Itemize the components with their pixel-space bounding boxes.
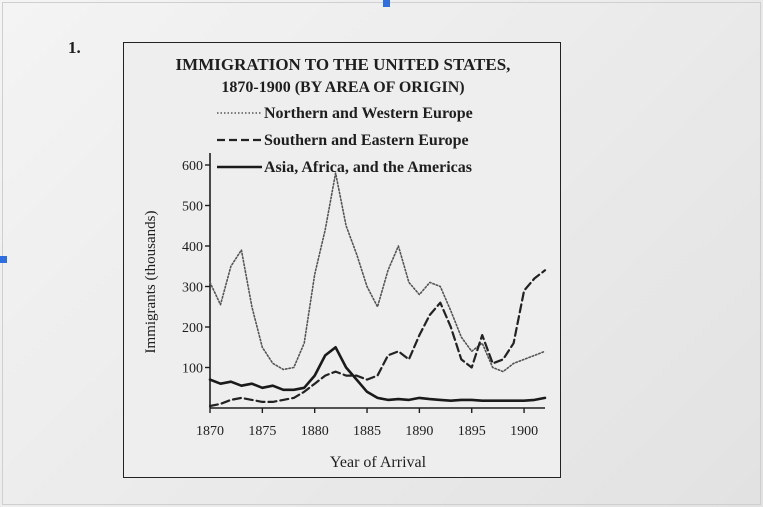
chart-axes: 100 200 300 400 500 600 1870 1875 1880 1885 1890 18… [182, 153, 545, 439]
series-line-dotted [209, 172, 546, 373]
x-tick-label: 1895 [458, 424, 486, 439]
y-tick-label: 400 [182, 240, 203, 255]
chart-container [123, 42, 561, 478]
chart-title: IMMIGRATION TO THE UNITED STATES, [176, 55, 511, 74]
x-tick-label: 1870 [196, 424, 224, 439]
resize-handle-left[interactable] [0, 256, 7, 263]
x-tick-label: 1900 [510, 424, 538, 439]
chart-legend: Northern and Western Europe Southern and … [217, 105, 473, 176]
y-tick-label: 100 [182, 362, 203, 377]
series-line-dashed [208, 269, 547, 408]
y-tick-label: 300 [182, 281, 203, 296]
y-tick-label: 500 [182, 200, 203, 215]
y-axis-label: Immigrants (thousands) [143, 211, 159, 354]
question-number: 1. [68, 38, 81, 57]
legend-label: Southern and Eastern Europe [264, 132, 469, 149]
x-tick-label: 1875 [248, 424, 276, 439]
x-tick-label: 1885 [353, 424, 381, 439]
resize-handle-top[interactable] [383, 0, 390, 7]
chart-plot-area [208, 172, 547, 408]
chart-subtitle: 1870-1900 (BY AREA OF ORIGIN) [221, 79, 464, 96]
x-tick-label: 1880 [301, 424, 329, 439]
legend-label: Asia, Africa, and the Americas [264, 159, 472, 176]
series-line-solid [208, 345, 547, 403]
x-axis-label: Year of Arrival [330, 454, 427, 471]
x-tick-label: 1890 [405, 424, 433, 439]
legend-label: Northern and Western Europe [264, 105, 473, 122]
y-tick-label: 200 [182, 321, 203, 336]
y-tick-label: 600 [182, 159, 203, 174]
